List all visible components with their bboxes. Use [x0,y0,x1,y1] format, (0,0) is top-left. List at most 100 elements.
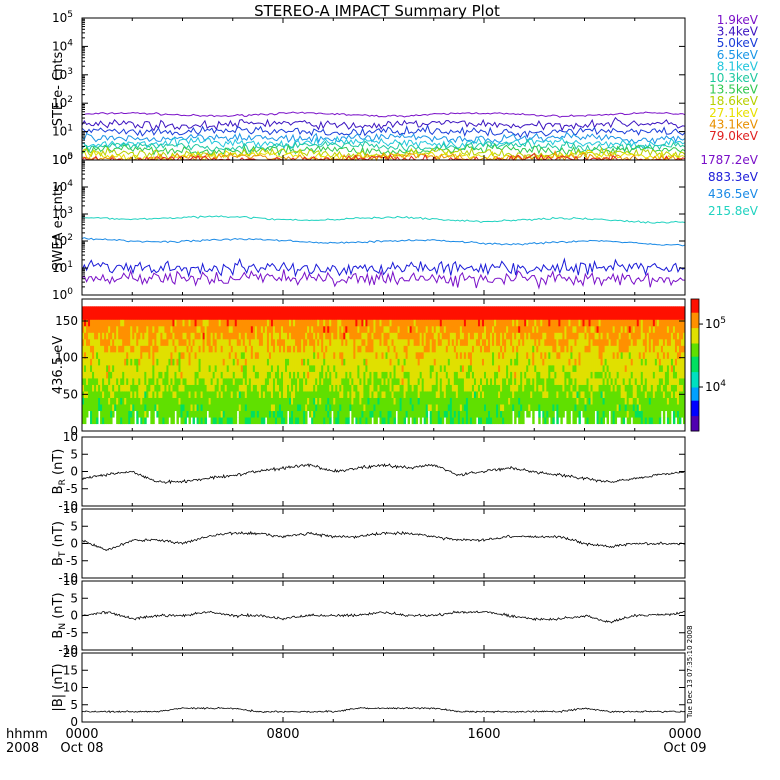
pad-cell [383,319,386,327]
pad-cell [90,358,93,366]
pad-cell [160,319,163,327]
pad-cell [347,358,350,366]
pad-cell [232,371,236,379]
pad-cell [510,351,513,359]
pad-cell [94,391,97,398]
pad-cell [463,397,467,405]
pad-cell [355,378,358,385]
pad-cell [516,365,519,372]
pad-cell [351,325,354,333]
pad-cell [548,410,551,418]
pad-cell [588,371,591,379]
pad-cell [244,319,248,327]
pad-cell [146,306,149,314]
pad-cell [208,397,212,405]
pad-cell [439,410,443,418]
pad-cell [552,332,555,340]
pad-cell [369,365,372,372]
pad-cell [449,338,453,346]
pad-cell [598,410,601,418]
swea-ytick-label: 104 [52,179,73,194]
pad-cell [554,384,557,392]
pad-cell [580,325,583,333]
pad-cell [624,338,628,346]
pad-cell [369,325,372,333]
pad-cell [196,325,199,333]
pad-cell [319,417,322,425]
pad-cell [174,338,177,346]
pad-cell [198,351,201,359]
pad-cell [502,332,505,340]
pad-cell [168,371,171,379]
pad-cell [295,378,298,385]
pad-cell [389,410,392,418]
pad-cell [264,338,268,346]
pad-cell [345,358,348,366]
pad-cell [305,371,308,379]
pad-cell [270,358,274,366]
pad-cell [246,397,250,405]
pad-cell [536,306,539,314]
pad-cell [238,312,242,320]
pad-cell [216,384,220,392]
pad-cell [280,417,284,425]
pad-cell [244,410,248,418]
pad-cell [321,397,324,405]
pad-cell [224,338,228,346]
pad-cell [564,351,567,359]
pad-cell [586,319,589,327]
pad-cell [481,338,485,346]
pad-cell [122,391,125,398]
pad-cell [449,345,453,353]
pad-cell [339,312,342,320]
pad-cell [313,391,316,398]
pad-cell [467,397,471,405]
pad-cell [228,351,232,359]
pad-cell [455,417,459,425]
pad-cell [443,345,447,353]
pad-cell [349,404,352,412]
pad-cell [158,332,161,340]
pad-cell [166,404,169,412]
pad-cell [118,371,121,379]
pad-cell [391,417,394,425]
pad-cell [278,306,282,314]
pad-cell [465,417,469,425]
pad-cell [467,312,471,320]
pad-cell [170,391,173,398]
pad-cell [172,358,175,366]
pad-cell [224,312,228,320]
pad-cell [156,358,159,366]
pad-cell [598,325,601,333]
pad-cell [494,351,497,359]
pad-cell [614,365,618,372]
pad-cell [498,345,501,353]
pad-cell [158,351,161,359]
pad-cell [419,410,423,418]
pad-cell [504,417,507,425]
pad-cell [586,358,589,366]
pad-cell [465,332,469,340]
pad-cell [415,325,419,333]
pad-cell [431,338,435,346]
pad-cell [208,325,212,333]
pad-cell [192,391,195,398]
pad-cell [178,345,181,353]
pad-cell [202,397,206,405]
pad-cell [204,338,208,346]
pad-cell [130,371,133,379]
pad-cell [488,312,491,320]
pad-cell [588,306,591,314]
pad-cell [152,312,155,320]
pad-cell [186,410,189,418]
pad-cell [222,338,226,346]
pad-cell [132,384,135,392]
pad-cell [421,384,425,392]
pad-cell [190,319,193,327]
pad-cell [315,338,318,346]
pad-cell [451,365,455,372]
pad-cell [375,358,378,366]
pad-cell [550,384,553,392]
pad-cell [168,325,171,333]
pad-cell [333,345,336,353]
